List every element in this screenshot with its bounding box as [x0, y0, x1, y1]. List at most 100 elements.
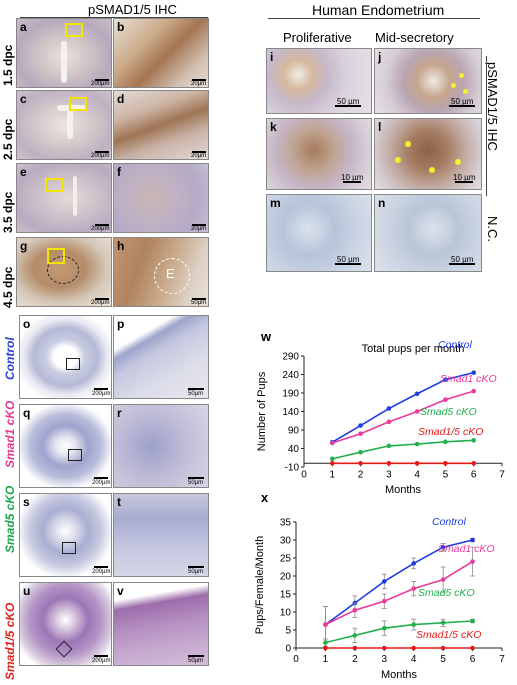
- panel-letter-n: n: [378, 196, 386, 210]
- panel-letter-k: k: [270, 120, 277, 134]
- scale-label-i: 50 µm: [337, 97, 360, 106]
- x-tick-label: 1: [323, 654, 329, 665]
- data-point-smad1-cko: [440, 577, 446, 582]
- row-label-1-5dpc: 1.5 dpc: [1, 44, 15, 86]
- highlight-box-s: [62, 542, 76, 554]
- human-section-title: Human Endometrium: [312, 2, 445, 18]
- y-axis-label: Number of Pups: [256, 371, 268, 451]
- scale-label-t: 50µm: [188, 569, 204, 575]
- yellow-marker: [463, 89, 468, 94]
- scale-label-j: 50 µm: [451, 97, 474, 106]
- y-tick-label: 40: [288, 444, 300, 455]
- data-point-smad1-cko: [414, 409, 420, 414]
- micrograph-panel-m: m 50 µm: [266, 194, 372, 272]
- x-axis-label: Months: [385, 484, 422, 496]
- yellow-marker: [451, 83, 456, 88]
- data-point-smad1-5-cko: [329, 461, 335, 466]
- y-tick-label: 5: [285, 626, 291, 637]
- scale-bar-b: [192, 79, 206, 81]
- ihc-title-rule: [20, 17, 208, 18]
- x-tick-label: 7: [499, 469, 505, 480]
- data-point-smad1-cko: [358, 431, 363, 436]
- y-tick-label: 240: [282, 370, 299, 381]
- data-point-smad1-cko: [323, 622, 328, 627]
- micrograph-panel-j: j 50 µm: [374, 48, 482, 114]
- data-point-control: [414, 391, 420, 397]
- micrograph-panel-f: f 20µm: [113, 163, 209, 233]
- scale-bar-h: [192, 298, 206, 300]
- panel-letter-u: u: [23, 584, 31, 598]
- scale-label-b: 20µm: [191, 81, 207, 87]
- uterine-lumen: [67, 109, 73, 139]
- data-point-control: [381, 579, 387, 584]
- y-tick-label: 25: [280, 554, 292, 565]
- x-axis-label: Months: [381, 669, 418, 681]
- panel-letter-i: i: [270, 50, 274, 64]
- x-tick-label: 2: [352, 654, 358, 665]
- scale-label-r: 50µm: [188, 480, 204, 486]
- micrograph-panel-i: i 50 µm: [266, 48, 372, 114]
- scale-label-v: 50µm: [188, 658, 204, 664]
- data-point-smad5-cko: [381, 625, 387, 631]
- data-point-control: [443, 377, 448, 382]
- series-line-smad5-cko: [332, 439, 474, 460]
- y-tick-label: 90: [288, 426, 300, 437]
- data-point-smad1-5-cko: [443, 461, 448, 466]
- series-label-smad1-5-cko: Smad1/5 cKO: [418, 426, 483, 438]
- panel-letter-l: l: [378, 120, 382, 134]
- yellow-marker: [405, 141, 411, 147]
- scale-bar-i: [335, 105, 361, 107]
- yellow-marker: [455, 159, 461, 165]
- scale-bar-t: [188, 566, 204, 568]
- x-tick-label: 0: [301, 469, 307, 480]
- y-tick-label: -10: [285, 463, 300, 474]
- data-point-smad1-5-cko: [471, 461, 477, 466]
- data-point-smad5-cko: [414, 441, 420, 447]
- highlight-box-q: [68, 449, 82, 461]
- x-tick-label: 2: [358, 469, 364, 480]
- panel-letter-m: m: [270, 196, 281, 210]
- data-point-smad1-cko: [381, 598, 387, 604]
- data-point-control: [470, 537, 475, 543]
- scale-label-o: 200µm: [92, 391, 111, 397]
- series-line-control: [324, 539, 473, 626]
- y-tick-label: 0: [285, 644, 291, 655]
- scale-label-p: 50µm: [188, 391, 204, 397]
- data-point-smad1-cko: [386, 419, 392, 425]
- yellow-marker: [459, 73, 464, 78]
- panel-letter-t: t: [117, 495, 121, 509]
- chart-pups-per-female: 0 5 10 15 20 25 30 35 0 1 2 3 4 5 6 7 Months Pups/Female/…: [254, 516, 505, 681]
- panel-letter-d: d: [117, 92, 125, 106]
- data-point-smad5-cko: [329, 456, 335, 462]
- side-label-ihc: pSMAD1/5 IHC: [485, 62, 500, 151]
- data-point-control: [471, 370, 477, 375]
- data-point-control: [440, 544, 446, 550]
- scale-bar-n: [449, 263, 475, 265]
- data-point-smad1-5-cko: [386, 461, 392, 466]
- series-line-control: [331, 371, 474, 443]
- highlight-box-e: [45, 178, 63, 192]
- data-point-smad5-cko: [386, 443, 392, 449]
- data-point-smad5-cko: [358, 449, 363, 455]
- x-tick-label: 4: [414, 469, 420, 480]
- scale-bar-r: [188, 477, 204, 479]
- panel-letter-h: h: [117, 239, 125, 253]
- row-label-3-5dpc: 3.5 dpc: [1, 191, 15, 233]
- highlight-box-c: [69, 97, 87, 111]
- scale-label-n: 50 µm: [451, 255, 474, 264]
- data-point-smad5-cko: [352, 633, 358, 638]
- scale-bar-p: [188, 388, 204, 390]
- highlight-box-o: [66, 358, 80, 370]
- micrograph-panel-d: d 20µm: [113, 90, 209, 160]
- row-label-2-5dpc: 2.5 dpc: [1, 118, 15, 160]
- micrograph-panel-p: p 50µm: [113, 315, 209, 399]
- series-label-smad1-cko: Smad1 cKO: [440, 373, 497, 385]
- embryo-label: E: [166, 266, 175, 281]
- scale-label-c: 200µm: [91, 153, 110, 159]
- data-point-smad1-cko: [471, 388, 477, 394]
- series-label-smad1-cko: Smad1 cKO: [438, 543, 495, 555]
- series-line-smad1-cko: [332, 390, 474, 444]
- scale-label-d: 20µm: [191, 153, 207, 159]
- row-label-smad15: Smad1/5 cKO: [3, 602, 17, 680]
- highlight-box-u: [55, 640, 73, 658]
